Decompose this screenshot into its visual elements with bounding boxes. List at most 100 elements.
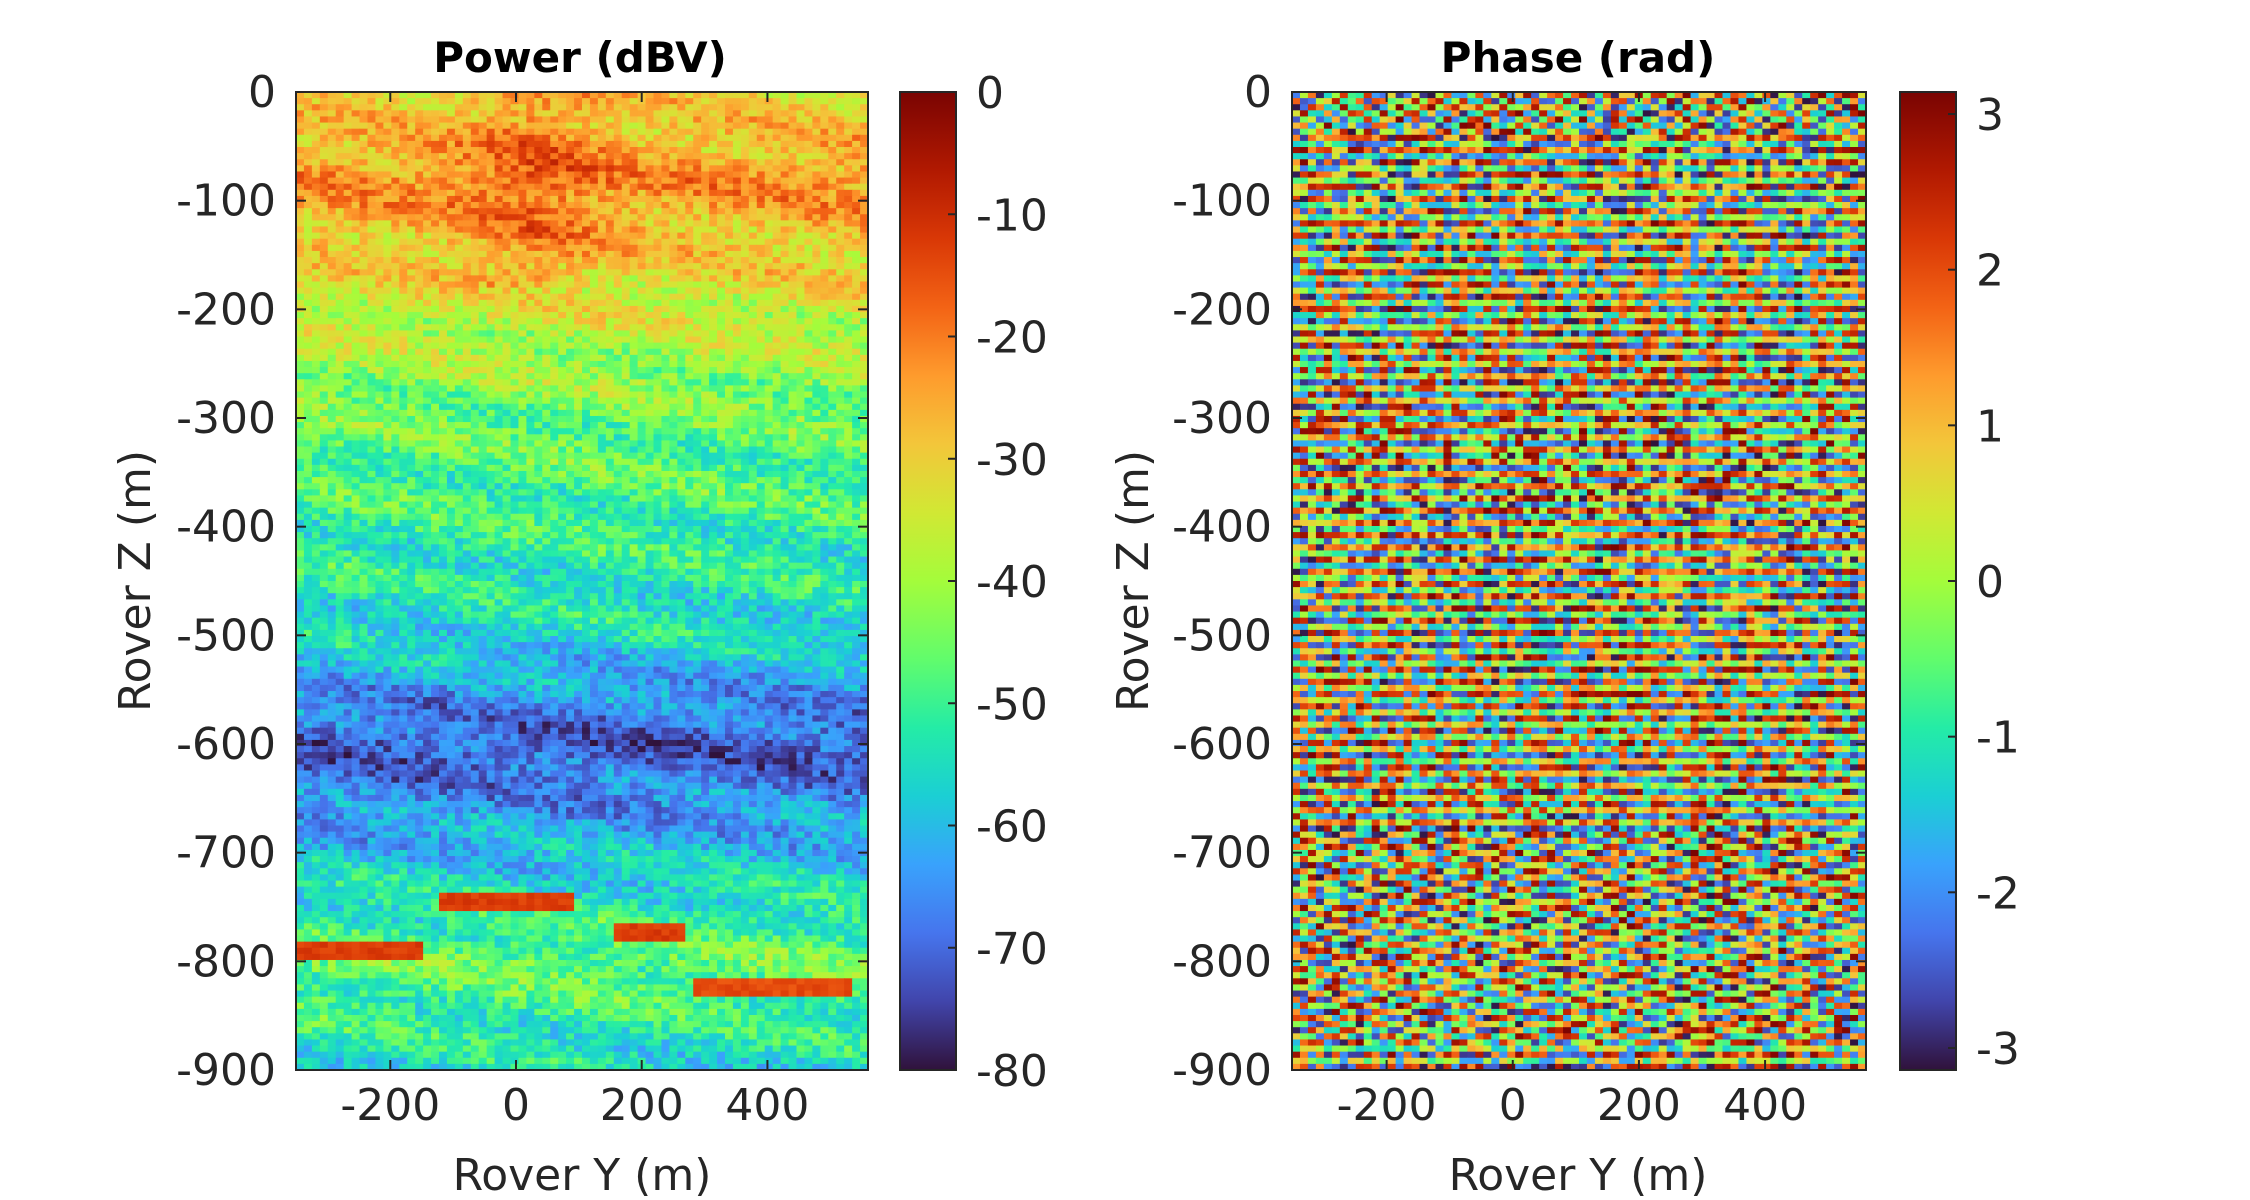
heatmap-cell [311, 373, 321, 380]
heatmap-cell [558, 153, 567, 160]
heatmap-cell [446, 373, 456, 380]
heatmap-cell [502, 171, 512, 179]
heatmap-cell [359, 330, 369, 338]
heatmap-cell [629, 275, 639, 283]
heatmap-cell [566, 281, 575, 289]
heatmap-cell [732, 446, 742, 454]
heatmap-cell [780, 464, 790, 472]
heatmap-cell [717, 367, 726, 374]
heatmap-cell [637, 220, 647, 228]
heatmap-cell [748, 195, 758, 203]
heatmap-cell [804, 483, 813, 490]
heatmap-cell [629, 373, 639, 380]
heatmap-cell [415, 269, 424, 276]
heatmap-cell [780, 250, 790, 258]
heatmap-cell [740, 312, 750, 319]
heatmap-cell [550, 153, 559, 160]
heatmap-cell [709, 477, 718, 484]
heatmap-cell [613, 104, 623, 111]
heatmap-cell [375, 232, 384, 240]
heatmap-cell [470, 287, 480, 295]
heatmap-cell [518, 477, 527, 484]
heatmap-cell [732, 232, 742, 240]
heatmap-cell [717, 422, 726, 429]
heatmap-cell [542, 415, 551, 423]
heatmap-cell [788, 293, 798, 301]
heatmap-cell [431, 446, 440, 454]
heatmap-cell [303, 122, 313, 130]
heatmap-cell [558, 147, 567, 154]
heatmap-cell [566, 147, 575, 154]
heatmap-cell [558, 208, 567, 215]
heatmap-cell [780, 110, 790, 118]
heatmap-cell [423, 269, 432, 276]
heatmap-cell [462, 104, 472, 111]
heatmap-cell [439, 373, 448, 380]
heatmap-cell [415, 275, 424, 283]
heatmap-cell [462, 140, 472, 148]
heatmap-cell [335, 214, 345, 221]
heatmap-cell [407, 373, 416, 380]
heatmap-cell [820, 318, 829, 325]
heatmap-cell [391, 507, 400, 515]
heatmap-cell [709, 110, 718, 118]
heatmap-cell [772, 153, 782, 160]
heatmap-cell [621, 336, 631, 344]
heatmap-cell [725, 104, 734, 111]
heatmap-cell [732, 238, 742, 246]
heatmap-cell [311, 134, 321, 142]
heatmap-cell [343, 275, 353, 283]
heatmap-cell [574, 507, 583, 515]
heatmap-cell [717, 140, 726, 148]
heatmap-cell [812, 477, 821, 484]
heatmap-cell [732, 367, 742, 374]
heatmap-cell [621, 183, 631, 191]
heatmap-cell [653, 489, 663, 497]
heatmap-cell [804, 360, 813, 368]
heatmap-cell [446, 104, 456, 111]
heatmap-cell [804, 440, 813, 448]
heatmap-cell [629, 165, 639, 173]
heatmap-cell [637, 428, 647, 435]
heatmap-cell [756, 128, 766, 136]
heatmap-cell [359, 122, 369, 130]
heatmap-cell [589, 244, 599, 252]
heatmap-cell [661, 403, 670, 411]
heatmap-cell [550, 177, 559, 185]
heatmap-cell [367, 507, 377, 515]
heatmap-cell [717, 373, 726, 380]
heatmap-cell [860, 244, 869, 252]
heatmap-cell [526, 495, 535, 503]
heatmap-cell [764, 128, 774, 136]
heatmap-cell [637, 110, 647, 118]
heatmap-cell [415, 495, 424, 503]
heatmap-cell [375, 238, 384, 246]
heatmap-cell [375, 226, 384, 234]
heatmap-cell [677, 110, 686, 118]
heatmap-cell [574, 153, 583, 160]
heatmap-cell [860, 458, 869, 466]
heatmap-cell [423, 159, 432, 166]
heatmap-cell [407, 360, 416, 368]
heatmap-cell [454, 214, 464, 221]
heatmap-cell [502, 293, 512, 301]
heatmap-cell [311, 336, 321, 344]
heatmap-cell [454, 318, 464, 325]
heatmap-cell [431, 183, 440, 191]
heatmap-cell [486, 153, 496, 160]
heatmap-cell [375, 336, 384, 344]
heatmap-cell [407, 250, 416, 258]
heatmap-cell [542, 348, 551, 356]
heatmap-cell [431, 269, 440, 276]
heatmap-cell [764, 208, 774, 215]
heatmap-cell [669, 116, 678, 124]
heatmap-cell [653, 354, 663, 362]
heatmap-cell [772, 122, 782, 130]
heatmap-cell [693, 483, 702, 490]
heatmap-cell [470, 134, 480, 142]
heatmap-cell [780, 305, 790, 313]
heatmap-cell [327, 495, 337, 503]
heatmap-cell [661, 244, 670, 252]
heatmap-cell [605, 153, 615, 160]
heatmap-cell [828, 477, 837, 484]
